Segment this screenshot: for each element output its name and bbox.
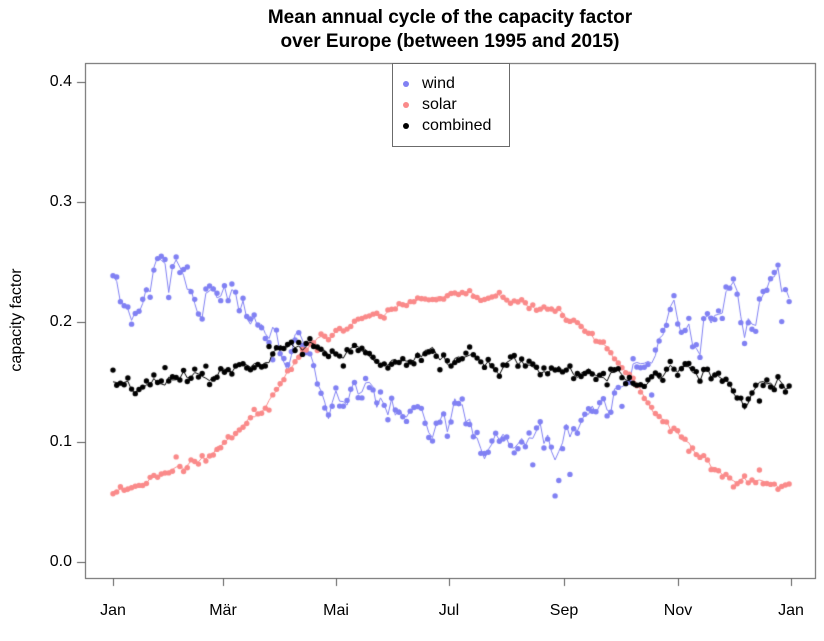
- chart-title: Mean annual cycle of the capacity factor…: [85, 6, 815, 54]
- x-tick-label-jan2: Jan: [778, 602, 804, 619]
- solar-marker-icon: [403, 101, 409, 108]
- wind-marker-icon: [403, 80, 409, 87]
- y-tick-label-0.4: 0.4: [49, 73, 72, 90]
- legend: wind solar combined: [392, 63, 510, 147]
- y-tick-label-0.0: 0.0: [49, 553, 72, 570]
- x-tick-label-sep: Sep: [549, 602, 579, 619]
- legend-item-wind: wind: [393, 73, 509, 94]
- y-axis-label: capacity factor: [8, 268, 25, 372]
- x-tick-label-mar: Mär: [209, 602, 237, 619]
- y-tick-label-0.2: 0.2: [49, 313, 72, 330]
- legend-item-solar: solar: [393, 94, 509, 115]
- x-tick-label-jan1: Jan: [100, 602, 126, 619]
- chart-title-line2: over Europe (between 1995 and 2015): [280, 31, 620, 52]
- legend-label-wind: wind: [422, 75, 455, 92]
- chart-title-line1: Mean annual cycle of the capacity factor: [267, 7, 633, 28]
- x-tick-label-jul: Jul: [438, 602, 460, 619]
- y-tick-label-0.1: 0.1: [49, 433, 72, 450]
- x-tick-label-mai: Mai: [323, 602, 349, 619]
- legend-label-solar: solar: [422, 96, 457, 113]
- legend-label-combined: combined: [422, 117, 492, 134]
- y-tick-label-0.3: 0.3: [49, 193, 72, 210]
- x-tick-label-nov: Nov: [663, 602, 693, 619]
- legend-item-combined: combined: [393, 115, 509, 136]
- combined-marker-icon: [403, 122, 409, 129]
